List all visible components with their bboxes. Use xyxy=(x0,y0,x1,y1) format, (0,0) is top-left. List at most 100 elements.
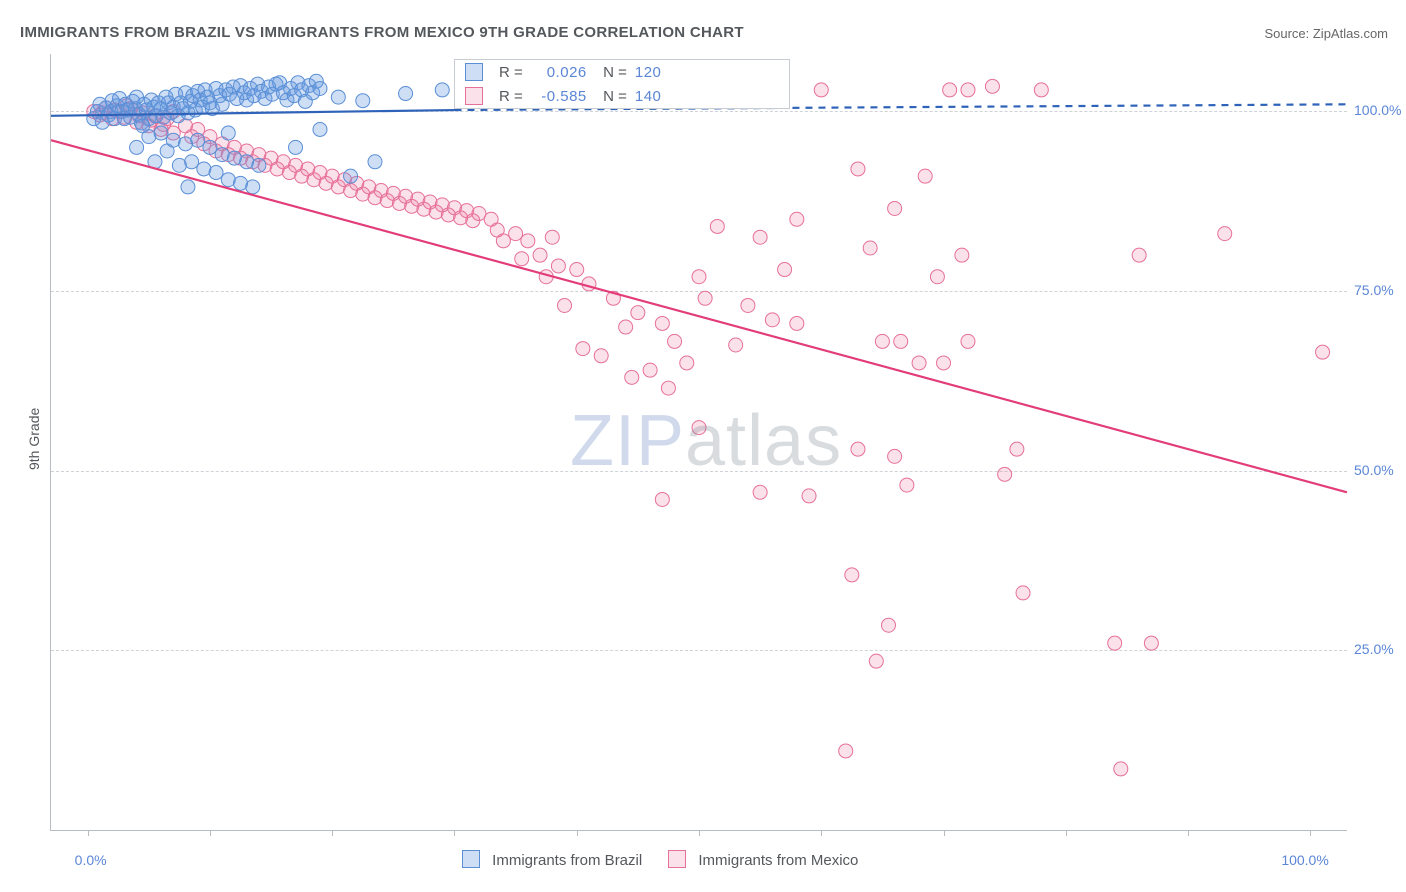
y-tick-label: 100.0% xyxy=(1354,102,1401,118)
x-tick xyxy=(821,830,822,836)
x-tick xyxy=(699,830,700,836)
point-mexico xyxy=(1114,762,1128,776)
legend-item-brazil: Immigrants from Brazil xyxy=(462,850,642,869)
point-brazil xyxy=(356,94,370,108)
point-mexico xyxy=(937,356,951,370)
point-mexico xyxy=(998,467,1012,481)
point-mexico xyxy=(619,320,633,334)
stat-row-brazil: R = 0.026 N = 120 xyxy=(455,60,789,84)
point-mexico xyxy=(680,356,694,370)
n-value-mexico: 140 xyxy=(635,88,662,105)
point-brazil xyxy=(344,169,358,183)
point-mexico xyxy=(1034,83,1048,97)
point-mexico xyxy=(1108,636,1122,650)
point-brazil xyxy=(209,166,223,180)
point-mexico xyxy=(753,485,767,499)
stat-text: N = xyxy=(595,64,627,81)
chart-svg xyxy=(51,54,1347,830)
x-tick xyxy=(944,830,945,836)
stat-legend-box: R = 0.026 N = 120 R = -0.585 N = 140 xyxy=(454,59,790,109)
x-tick xyxy=(454,830,455,836)
swatch-brazil xyxy=(462,850,480,868)
point-brazil xyxy=(181,180,195,194)
legend-label-brazil: Immigrants from Brazil xyxy=(492,852,642,869)
plot-area xyxy=(50,54,1347,831)
point-mexico xyxy=(558,298,572,312)
point-mexico xyxy=(790,212,804,226)
source-label: Source: ZipAtlas.com xyxy=(1264,26,1388,41)
point-mexico xyxy=(551,259,565,273)
point-mexico xyxy=(888,449,902,463)
point-mexico xyxy=(692,270,706,284)
point-mexico xyxy=(1132,248,1146,262)
point-brazil xyxy=(221,126,235,140)
r-value-mexico: -0.585 xyxy=(531,88,587,105)
point-mexico xyxy=(661,381,675,395)
point-brazil xyxy=(399,87,413,101)
point-mexico xyxy=(729,338,743,352)
point-brazil xyxy=(289,140,303,154)
point-mexico xyxy=(496,234,510,248)
x-tick xyxy=(210,830,211,836)
point-mexico xyxy=(576,342,590,356)
point-brazil xyxy=(331,90,345,104)
point-mexico xyxy=(839,744,853,758)
x-tick-label-left: 0.0% xyxy=(75,852,107,868)
point-mexico xyxy=(845,568,859,582)
legend-item-mexico: Immigrants from Mexico xyxy=(668,850,858,869)
point-mexico xyxy=(753,230,767,244)
x-tick xyxy=(1066,830,1067,836)
point-brazil xyxy=(185,155,199,169)
point-mexico xyxy=(1010,442,1024,456)
swatch-mexico xyxy=(668,850,686,868)
legend-bottom: Immigrants from Brazil Immigrants from M… xyxy=(462,850,858,869)
point-mexico xyxy=(888,201,902,215)
point-mexico xyxy=(863,241,877,255)
point-mexico xyxy=(710,219,724,233)
legend-label-mexico: Immigrants from Mexico xyxy=(698,852,858,869)
point-brazil xyxy=(435,83,449,97)
y-tick-label: 50.0% xyxy=(1354,462,1394,478)
point-mexico xyxy=(778,263,792,277)
point-mexico xyxy=(570,263,584,277)
x-tick xyxy=(88,830,89,836)
point-mexico xyxy=(918,169,932,183)
point-mexico xyxy=(790,316,804,330)
point-mexico xyxy=(655,316,669,330)
point-mexico xyxy=(912,356,926,370)
point-brazil xyxy=(246,180,260,194)
point-mexico xyxy=(545,230,559,244)
point-mexico xyxy=(875,334,889,348)
stat-text: R = xyxy=(499,64,523,81)
point-mexico xyxy=(961,334,975,348)
point-mexico xyxy=(851,442,865,456)
y-tick-label: 25.0% xyxy=(1354,641,1394,657)
r-value-brazil: 0.026 xyxy=(531,64,587,81)
point-mexico xyxy=(631,306,645,320)
point-mexico xyxy=(985,79,999,93)
chart-title: IMMIGRANTS FROM BRAZIL VS IMMIGRANTS FRO… xyxy=(20,24,744,41)
point-mexico xyxy=(533,248,547,262)
point-mexico xyxy=(955,248,969,262)
swatch-mexico-icon xyxy=(465,87,483,105)
point-mexico xyxy=(894,334,908,348)
point-mexico xyxy=(802,489,816,503)
swatch-brazil-icon xyxy=(465,63,483,81)
point-mexico xyxy=(594,349,608,363)
point-brazil xyxy=(191,133,205,147)
point-brazil xyxy=(368,155,382,169)
point-mexico xyxy=(509,227,523,241)
x-tick xyxy=(332,830,333,836)
point-brazil xyxy=(313,122,327,136)
point-mexico xyxy=(698,291,712,305)
stat-text: R = xyxy=(499,88,523,105)
point-mexico xyxy=(943,83,957,97)
y-tick-label: 75.0% xyxy=(1354,282,1394,298)
point-mexico xyxy=(515,252,529,266)
point-mexico xyxy=(1316,345,1330,359)
y-axis-label: 9th Grade xyxy=(26,408,42,470)
point-mexico xyxy=(643,363,657,377)
point-mexico xyxy=(692,421,706,435)
n-value-brazil: 120 xyxy=(635,64,662,81)
point-brazil xyxy=(154,126,168,140)
